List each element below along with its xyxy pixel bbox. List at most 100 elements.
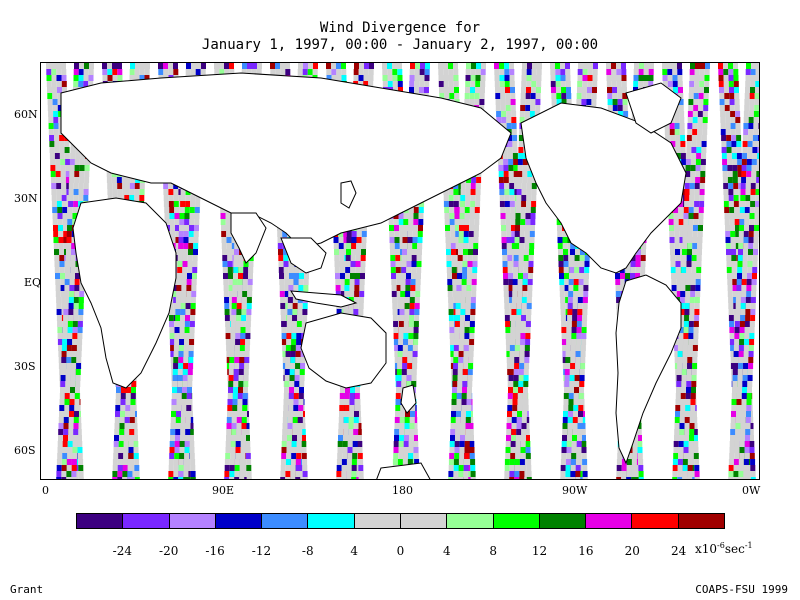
swath-cell	[50, 159, 56, 165]
swath-cell	[70, 375, 76, 381]
swath-cell	[112, 183, 118, 189]
swath-cell	[468, 423, 474, 429]
swath-cell	[55, 285, 61, 291]
swath-cell	[411, 375, 417, 381]
swath-cell	[519, 129, 525, 135]
swath-cell	[501, 231, 507, 237]
swath-cell	[404, 309, 410, 315]
swath-cell	[285, 351, 291, 357]
swath-cell	[526, 315, 532, 321]
swath-cell	[518, 375, 524, 381]
swath-cell	[449, 93, 455, 99]
swath-cell	[288, 285, 294, 291]
swath-cell	[526, 201, 532, 207]
swath-cell	[56, 183, 62, 189]
swath-cell	[281, 339, 287, 345]
swath-cell	[398, 321, 404, 327]
swath-cell	[175, 231, 181, 237]
swath-cell	[294, 267, 300, 273]
swath-cell	[68, 195, 74, 201]
swath-cell	[134, 69, 140, 75]
swath-cell	[416, 267, 422, 273]
swath-cell	[464, 441, 470, 447]
swath-cell	[187, 261, 193, 267]
swath-cell	[414, 297, 420, 303]
swath-cell	[339, 261, 345, 267]
swath-cell	[102, 69, 108, 75]
swath-cell	[242, 393, 248, 399]
swath-cell	[223, 279, 229, 285]
swath-cell	[522, 285, 528, 291]
swath-cell	[338, 231, 344, 237]
swath-cell	[72, 339, 78, 345]
swath-cell	[123, 453, 129, 459]
swath-cell	[67, 339, 73, 345]
swath-cell	[458, 363, 464, 369]
swath-cell	[183, 357, 189, 363]
swath-cell	[363, 75, 369, 81]
swath-cell	[56, 477, 62, 479]
swath-cell	[462, 375, 468, 381]
swath-cell	[466, 291, 472, 297]
swath-cell	[111, 177, 117, 183]
swath-cell	[409, 423, 415, 429]
swath-cell	[163, 183, 169, 189]
swath-cell	[472, 261, 478, 267]
swath-cell	[182, 267, 188, 273]
swath-cell	[470, 87, 475, 93]
swath-cell	[454, 327, 460, 333]
swath-cell	[241, 303, 247, 309]
swath-cell	[458, 477, 464, 479]
swath-cell	[390, 261, 396, 267]
swath-cell	[404, 423, 410, 429]
swath-cell	[242, 405, 248, 411]
swath-cell	[46, 75, 52, 81]
swath-cell	[221, 231, 227, 237]
swath-cell	[68, 189, 74, 195]
swath-cell	[57, 87, 62, 93]
swath-cell	[449, 339, 455, 345]
swath-cell	[236, 435, 241, 441]
swath-cell	[66, 237, 72, 243]
swath-cell	[229, 351, 235, 357]
swath-cell	[50, 177, 56, 183]
swath-cell	[353, 417, 359, 423]
swath-cell	[358, 465, 364, 471]
swath-cell	[336, 309, 342, 315]
swath-cell	[500, 87, 505, 93]
swath-cell	[402, 231, 408, 237]
swath-cell	[465, 315, 471, 321]
swath-cell	[285, 471, 291, 477]
swath-cell	[134, 471, 140, 477]
swath-cell	[336, 465, 342, 471]
swath-cell	[339, 399, 345, 405]
swath-cell	[455, 309, 461, 315]
swath-cell	[413, 327, 419, 333]
swath-cell	[508, 171, 514, 177]
swath-cell	[453, 363, 459, 369]
swath-cell	[313, 63, 318, 69]
swath-cell	[528, 273, 533, 279]
swath-cell	[514, 183, 520, 189]
swath-cell	[474, 207, 480, 213]
swath-cell	[164, 213, 170, 219]
swath-cell	[181, 291, 187, 297]
swath-cell	[63, 417, 69, 423]
swath-cell	[47, 87, 52, 93]
swath-cell	[417, 249, 422, 255]
swath-cell	[65, 267, 71, 273]
swath-cell	[414, 309, 420, 315]
swath-cell	[536, 87, 541, 93]
swath-cell	[51, 183, 57, 189]
swath-cell	[453, 297, 459, 303]
swath-cell	[526, 303, 532, 309]
swath-cell	[301, 321, 307, 327]
swath-cell	[178, 477, 184, 479]
swath-cell	[52, 93, 58, 99]
swath-cell	[56, 81, 62, 87]
swath-cell	[504, 81, 510, 87]
swath-cell	[358, 477, 364, 479]
swath-cell	[535, 93, 541, 99]
swath-cell	[65, 255, 71, 261]
swath-cell	[475, 201, 481, 207]
